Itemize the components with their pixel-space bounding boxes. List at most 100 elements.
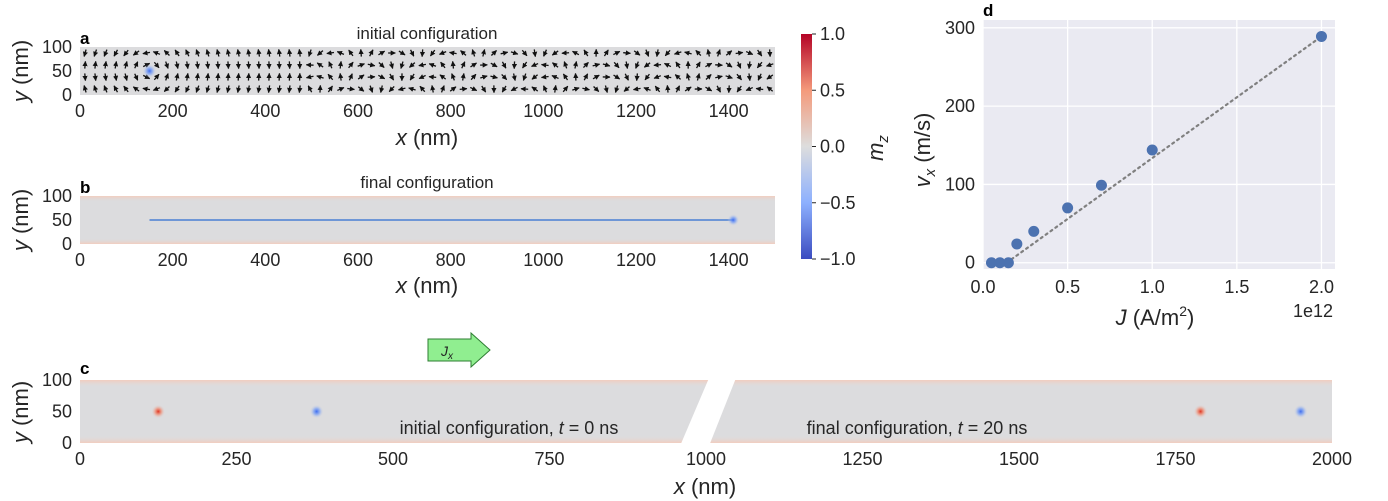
magnetization-arrow xyxy=(92,60,98,69)
magnetization-arrow xyxy=(540,62,549,68)
magnetization-arrow xyxy=(348,73,353,81)
magnetization-arrow xyxy=(113,60,119,69)
magnetization-arrow xyxy=(225,48,231,57)
panel-a-x-ticks: 0 200 400 600 800 1000 1200 1400 xyxy=(75,101,749,121)
panel-d-label: d xyxy=(983,1,993,20)
panel-a-skyrmion xyxy=(142,64,157,78)
magnetization-arrow xyxy=(132,86,140,92)
panel-b-x-ticks: 0 200 400 600 800 1000 1200 1400 xyxy=(75,250,749,270)
magnetization-arrow xyxy=(623,86,630,92)
magnetization-arrow xyxy=(531,86,539,92)
magnetization-arrow xyxy=(399,61,405,69)
magnetization-arrow xyxy=(511,73,517,82)
magnetization-arrow xyxy=(225,72,231,81)
magnetization-arrow xyxy=(572,60,579,69)
magnetization-arrow xyxy=(705,86,713,92)
magnetization-arrow xyxy=(632,86,641,92)
magnetization-arrow xyxy=(745,50,754,56)
magnetization-arrow xyxy=(675,61,681,69)
magnetization-arrow xyxy=(603,85,609,93)
panel-c-ytick-label: 0 xyxy=(62,433,72,453)
magnetization-arrow xyxy=(736,73,743,81)
magnetization-arrow xyxy=(215,72,221,81)
data-point xyxy=(994,257,1006,269)
magnetization-arrow xyxy=(327,73,334,81)
panel-c-xtick-label: 500 xyxy=(378,449,408,469)
magnetization-arrow xyxy=(522,61,528,69)
magnetization-arrow xyxy=(185,49,191,57)
magnetization-arrow xyxy=(236,48,242,57)
magnetization-arrow xyxy=(316,74,324,80)
magnetization-arrow xyxy=(440,85,445,93)
magnetization-arrow xyxy=(634,61,640,69)
panel-d-xtick-label: 0.0 xyxy=(970,277,995,297)
magnetization-arrow xyxy=(510,86,518,92)
magnetization-arrow xyxy=(297,48,303,57)
magnetization-arrow xyxy=(347,86,355,92)
colorbar-tick-label: 0.5 xyxy=(820,80,845,100)
magnetization-arrow xyxy=(409,62,416,68)
magnetization-arrow xyxy=(501,73,508,81)
magnetization-arrow xyxy=(163,50,170,56)
panel-b: b final configuration 0 200 400 600 800 1000 1… xyxy=(8,173,775,298)
magnetization-arrow xyxy=(449,86,457,92)
magnetization-arrow xyxy=(725,62,733,68)
magnetization-arrow xyxy=(368,85,374,93)
skyrmion-blue xyxy=(309,404,324,419)
panel-c-xtick-label: 1250 xyxy=(842,449,882,469)
panel-c-x-ticks: 0 250 500 750 1000 1250 1500 1750 2000 xyxy=(75,449,1352,469)
panel-a-xtick-label: 1000 xyxy=(523,101,563,121)
magnetization-arrow xyxy=(543,49,548,57)
panel-a-ytick-label: 100 xyxy=(42,37,72,57)
magnetization-arrow xyxy=(153,73,160,81)
magnetization-arrow xyxy=(664,49,671,57)
magnetization-arrow xyxy=(613,50,621,56)
panel-c-xtick-label: 1000 xyxy=(686,449,726,469)
magnetization-arrow xyxy=(152,50,161,56)
magnetization-arrow xyxy=(663,74,672,80)
magnetization-arrow xyxy=(522,73,528,81)
magnetization-arrow xyxy=(357,74,365,80)
magnetization-arrow xyxy=(408,86,416,92)
panel-d-ytick-label: 200 xyxy=(945,96,975,116)
data-point xyxy=(1146,144,1158,156)
magnetization-arrow xyxy=(757,73,763,81)
panel-b-xtick-label: 200 xyxy=(158,250,188,270)
magnetization-arrow xyxy=(552,84,558,93)
magnetization-arrow xyxy=(409,49,415,57)
magnetization-arrow xyxy=(123,85,129,93)
magnetization-arrow xyxy=(715,85,722,93)
magnetization-arrow xyxy=(451,73,456,81)
magnetization-arrow xyxy=(756,49,763,57)
panel-d-fit-line xyxy=(1005,35,1323,264)
magnetization-arrow xyxy=(510,50,519,56)
current-arrow: Jx xyxy=(427,331,491,369)
magnetization-arrow xyxy=(133,73,139,81)
magnetization-arrow xyxy=(551,74,559,80)
panel-c-y-ticks: 0 50 100 xyxy=(42,370,72,453)
magnetization-arrow xyxy=(765,62,774,68)
panel-a-y-ticks: 0 50 100 xyxy=(42,37,72,105)
data-point xyxy=(1002,257,1014,269)
magnetization-arrow xyxy=(102,60,108,69)
colorbar-tick-label: −1.0 xyxy=(820,249,856,269)
magnetization-arrow xyxy=(215,85,221,93)
magnetization-arrow xyxy=(215,61,221,70)
panel-b-xtick-label: 400 xyxy=(250,250,280,270)
magnetization-arrow xyxy=(440,61,446,69)
panel-a-xtick-label: 800 xyxy=(436,101,466,121)
magnetization-arrow xyxy=(439,74,447,80)
magnetization-arrow xyxy=(747,61,753,70)
magnetization-arrow xyxy=(153,61,160,69)
magnetization-arrow xyxy=(490,62,498,68)
magnetization-arrow xyxy=(643,62,651,68)
magnetization-arrow xyxy=(307,85,313,93)
panel-a-xtick-label: 1400 xyxy=(709,101,749,121)
magnetization-arrow xyxy=(205,85,211,93)
magnetization-arrow xyxy=(152,86,161,92)
magnetization-arrow xyxy=(379,85,385,94)
panel-a-ylabel: y (nm) xyxy=(8,40,33,104)
panel-a-ytick-label: 0 xyxy=(62,85,72,105)
data-point xyxy=(1095,179,1107,191)
magnetization-arrow xyxy=(602,62,611,68)
